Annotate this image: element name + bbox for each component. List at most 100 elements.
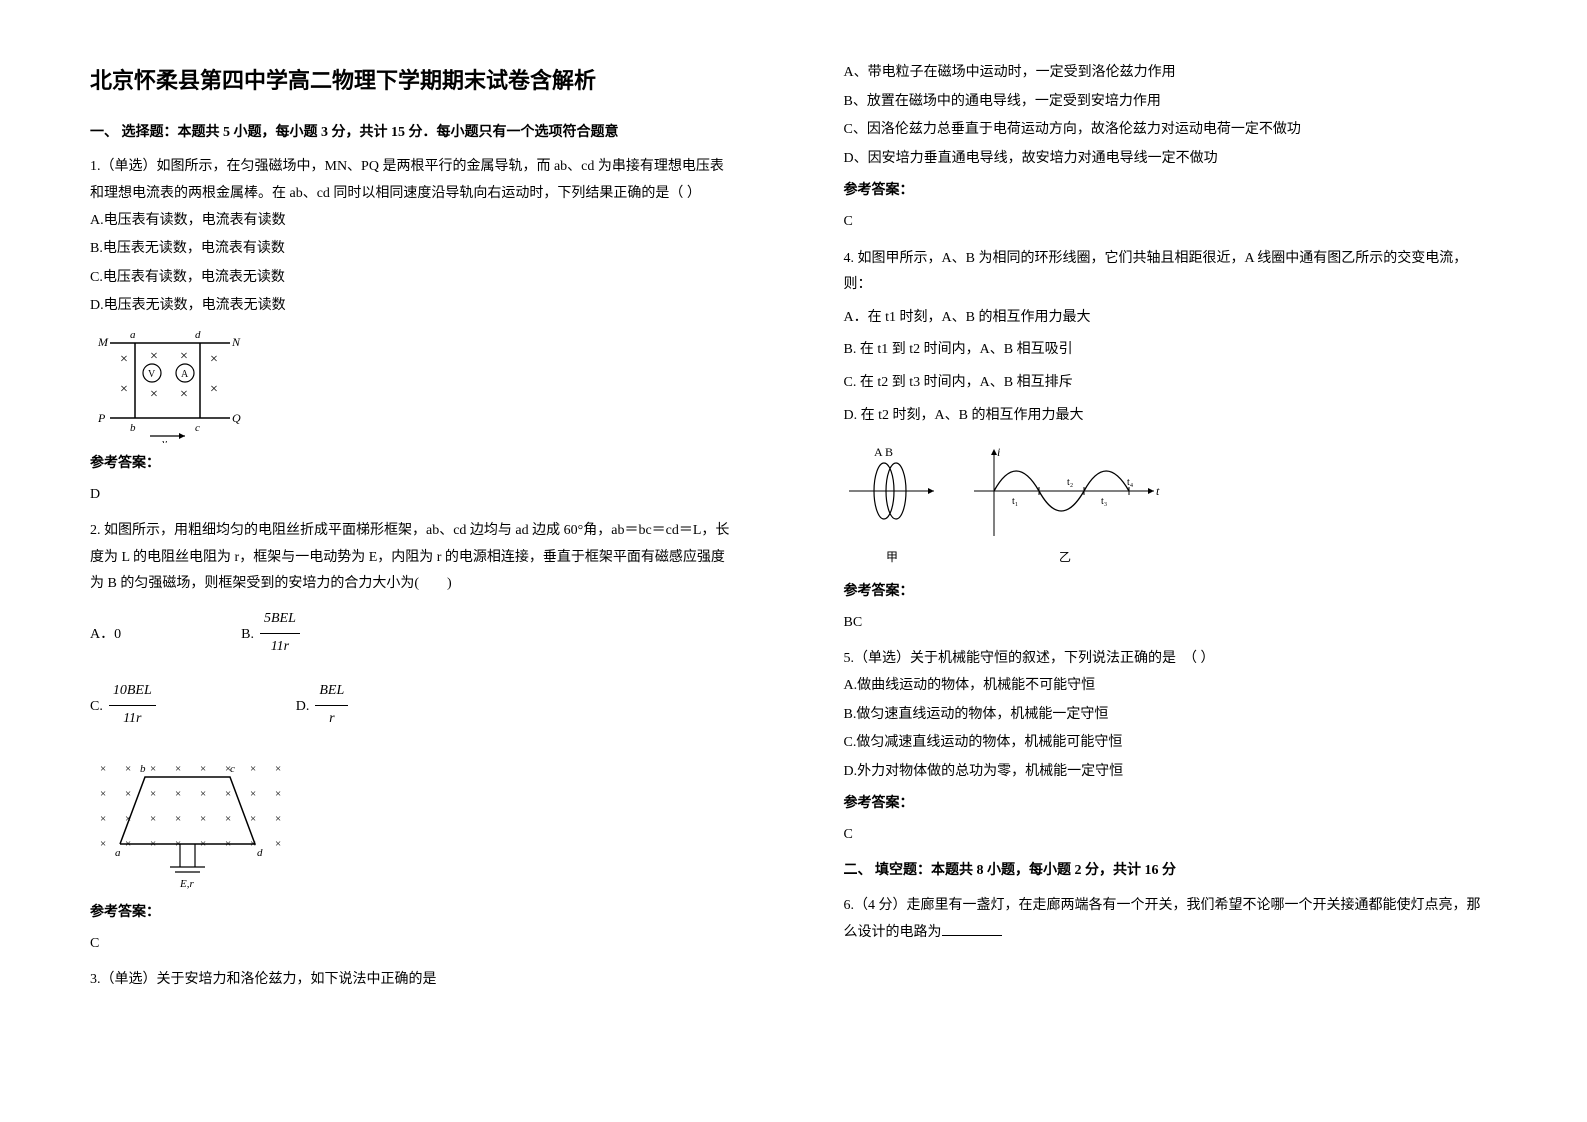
q5-opt-b: B.做匀速直线运动的物体，机械能一定守恒 xyxy=(844,702,1488,729)
q5-answer: C xyxy=(844,822,1488,849)
q2-opt-b: B. xyxy=(241,622,254,649)
svg-text:t: t xyxy=(1156,484,1160,498)
svg-text:×: × xyxy=(150,813,156,825)
svg-text:P: P xyxy=(97,411,106,425)
q6-blank xyxy=(942,920,1002,936)
svg-text:×: × xyxy=(250,763,256,775)
q1-opt-a: A.电压表有读数，电流表有读数 xyxy=(90,208,734,235)
right-column: A、带电粒子在磁场中运动时，一定受到洛伦兹力作用 B、放置在磁场中的通电导线，一… xyxy=(794,0,1587,1122)
svg-text:b: b xyxy=(140,763,146,775)
svg-text:×: × xyxy=(175,788,181,800)
svg-text:a: a xyxy=(115,847,121,859)
svg-text:×: × xyxy=(250,813,256,825)
svg-text:d: d xyxy=(257,847,263,859)
svg-text:×: × xyxy=(200,788,206,800)
question-3: 3.（单选）关于安培力和洛伦兹力，如下说法中正确的是 xyxy=(90,967,734,994)
q1-text: 1.（单选）如图所示，在匀强磁场中，MN、PQ 是两根平行的金属导轨，而 ab、… xyxy=(90,159,724,201)
svg-text:×: × xyxy=(175,813,181,825)
q2-text: 2. 如图所示，用粗细均匀的电阻丝折成平面梯形框架，ab、cd 边均与 ad 边… xyxy=(90,523,729,591)
svg-text:×: × xyxy=(200,813,206,825)
svg-text:t₄: t₄ xyxy=(1127,477,1134,488)
q5-text: 5.（单选）关于机械能守恒的叙述，下列说法正确的是 （ ） xyxy=(844,651,1215,666)
svg-text:×: × xyxy=(275,813,281,825)
q1-answer-label: 参考答案： xyxy=(90,451,734,478)
svg-text:×: × xyxy=(120,382,128,397)
left-column: 北京怀柔县第四中学高二物理下学期期末试卷含解析 一、 选择题：本题共 5 小题，… xyxy=(0,0,794,1122)
svg-text:A B: A B xyxy=(874,445,893,459)
q4-answer-label: 参考答案： xyxy=(844,579,1488,606)
q6-text: 6.（4 分）走廊里有一盏灯，在走廊两端各有一个开关，我们希望不论哪一个开关接通… xyxy=(844,898,1481,940)
q2-choices-row1: A．0 B. 5BEL 11r xyxy=(90,608,734,662)
svg-text:t₃: t₃ xyxy=(1101,496,1107,507)
svg-text:d: d xyxy=(195,329,201,341)
q5-answer-label: 参考答案： xyxy=(844,791,1488,818)
q2-figure: ×××××××× ×××××××× ×××××××× ×××××××× a b … xyxy=(90,752,734,892)
q2-choices-row2: C. 10BEL 11r D. BEL r xyxy=(90,680,734,734)
svg-text:×: × xyxy=(250,788,256,800)
svg-text:×: × xyxy=(210,382,218,397)
q4-opt-b: B. 在 t1 到 t2 时间内，A、B 相互吸引 xyxy=(844,337,1488,364)
svg-text:×: × xyxy=(150,387,158,402)
svg-text:E,r: E,r xyxy=(179,878,194,890)
svg-text:×: × xyxy=(225,788,231,800)
q3-opt-c: C、因洛伦兹力总垂直于电荷运动方向，故洛伦兹力对运动电荷一定不做功 xyxy=(844,117,1488,144)
svg-text:A: A xyxy=(181,369,189,380)
svg-text:×: × xyxy=(180,349,188,364)
section-a-title: 一、 选择题：本题共 5 小题，每小题 3 分，共计 15 分．每小题只有一个选… xyxy=(90,120,734,147)
question-6: 6.（4 分）走廊里有一盏灯，在走廊两端各有一个开关，我们希望不论哪一个开关接通… xyxy=(844,893,1488,946)
q2-answer: C xyxy=(90,931,734,958)
svg-text:×: × xyxy=(100,838,106,850)
svg-text:V: V xyxy=(148,369,156,380)
svg-text:Q: Q xyxy=(232,411,241,425)
q4-opt-c: C. 在 t2 到 t3 时间内，A、B 相互排斥 xyxy=(844,370,1488,397)
svg-text:i: i xyxy=(997,445,1000,459)
q3-answer: C xyxy=(844,209,1488,236)
q4-opt-a: A．在 t1 时刻，A、B 的相互作用力最大 xyxy=(844,305,1488,332)
question-1: 1.（单选）如图所示，在匀强磁场中，MN、PQ 是两根平行的金属导轨，而 ab、… xyxy=(90,154,734,320)
q5-opt-d: D.外力对物体做的总功为零，机械能一定守恒 xyxy=(844,759,1488,786)
q3-text: 3.（单选）关于安培力和洛伦兹力，如下说法中正确的是 xyxy=(90,972,437,987)
q2-answer-label: 参考答案： xyxy=(90,900,734,927)
question-4: 4. 如图甲所示，A、B 为相同的环形线圈，它们共轴且相距很近，A 线圈中通有图… xyxy=(844,246,1488,299)
svg-text:甲: 甲 xyxy=(886,550,898,564)
svg-text:×: × xyxy=(275,838,281,850)
svg-text:a: a xyxy=(130,329,136,341)
svg-text:v: v xyxy=(162,437,167,443)
svg-text:c: c xyxy=(230,763,235,775)
svg-text:M: M xyxy=(97,335,109,349)
q2-opt-d: D. xyxy=(296,694,310,721)
svg-text:乙: 乙 xyxy=(1059,550,1071,564)
q3-answer-label: 参考答案： xyxy=(844,178,1488,205)
svg-text:×: × xyxy=(175,763,181,775)
q2-opt-a: A．0 xyxy=(90,622,121,649)
svg-text:×: × xyxy=(275,763,281,775)
svg-text:×: × xyxy=(125,763,131,775)
q4-opt-d: D. 在 t2 时刻，A、B 的相互作用力最大 xyxy=(844,403,1488,430)
svg-text:×: × xyxy=(150,349,158,364)
svg-text:×: × xyxy=(275,788,281,800)
svg-text:b: b xyxy=(130,422,136,434)
svg-text:×: × xyxy=(125,788,131,800)
q1-opt-d: D.电压表无读数，电流表无读数 xyxy=(90,293,734,320)
q2-frac-b: 5BEL 11r xyxy=(260,606,300,660)
section-b-title: 二、 填空题：本题共 8 小题，每小题 2 分，共计 16 分 xyxy=(844,858,1488,885)
svg-text:×: × xyxy=(200,763,206,775)
q2-frac-c: 10BEL 11r xyxy=(109,678,156,732)
question-5: 5.（单选）关于机械能守恒的叙述，下列说法正确的是 （ ） A.做曲线运动的物体… xyxy=(844,646,1488,785)
svg-text:×: × xyxy=(210,352,218,367)
q1-opt-b: B.电压表无读数，电流表有读数 xyxy=(90,236,734,263)
q5-opt-a: A.做曲线运动的物体，机械能不可能守恒 xyxy=(844,673,1488,700)
page-title: 北京怀柔县第四中学高二物理下学期期末试卷含解析 xyxy=(90,60,734,102)
q1-answer: D xyxy=(90,482,734,509)
q2-opt-c: C. xyxy=(90,694,103,721)
q1-opt-c: C.电压表有读数，电流表无读数 xyxy=(90,265,734,292)
svg-text:×: × xyxy=(150,788,156,800)
q3-opt-d: D、因安培力垂直通电导线，故安培力对通电导线一定不做功 xyxy=(844,146,1488,173)
q5-opt-c: C.做匀减速直线运动的物体，机械能可能守恒 xyxy=(844,730,1488,757)
svg-text:t₁: t₁ xyxy=(1012,496,1018,507)
svg-text:×: × xyxy=(180,387,188,402)
svg-text:×: × xyxy=(225,813,231,825)
svg-text:t₂: t₂ xyxy=(1067,477,1073,488)
q4-figure: A B 甲 i t t₁ t₂ t₃ t₄ 乙 xyxy=(844,441,1488,571)
q2-frac-d: BEL r xyxy=(315,678,348,732)
